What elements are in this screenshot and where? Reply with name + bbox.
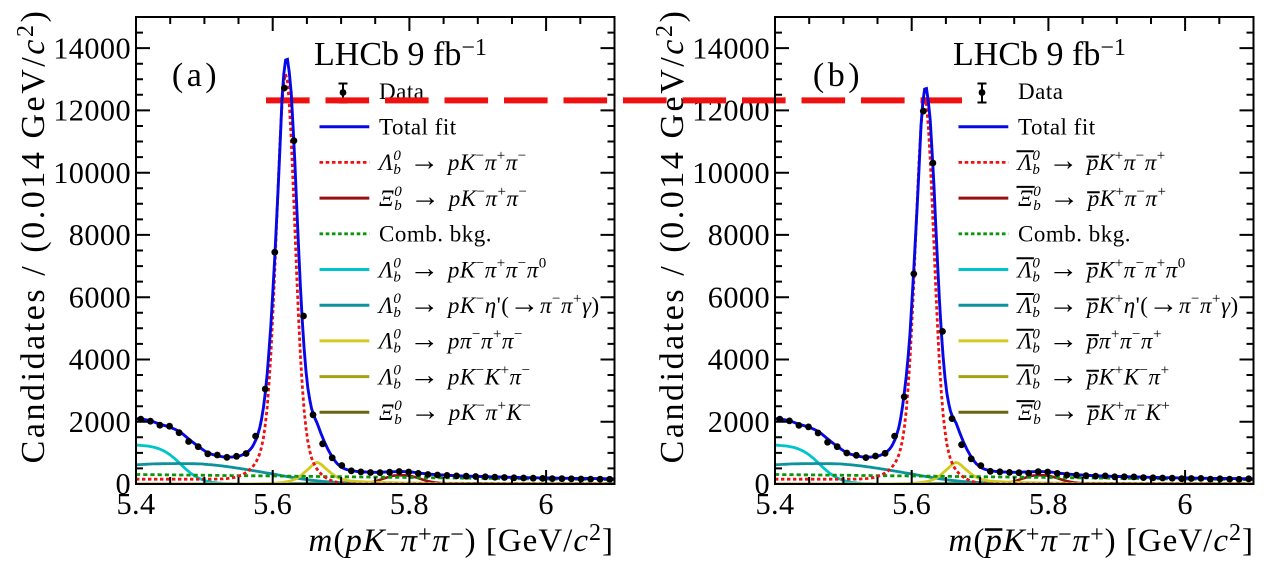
svg-text:Total fit: Total fit [379, 115, 457, 140]
svg-text:14000: 14000 [53, 31, 131, 65]
svg-text:LHCb 9 fb−1: LHCb 9 fb−1 [953, 35, 1126, 73]
svg-text:Ξ0b​ → pK+π−K+​: Ξ0b​ → pK+π−K+​ [1018, 394, 1170, 428]
svg-text:6000: 6000 [69, 280, 131, 314]
svg-text:5.4: 5.4 [116, 487, 155, 521]
svg-text:Ξ0b​ → pK−π+π−​: Ξ0b​ → pK−π+π−​ [379, 180, 528, 214]
svg-text:m(pK−π+π−) [GeV/c2]: m(pK−π+π−) [GeV/c2] [309, 520, 614, 559]
svg-text:2000: 2000 [708, 405, 770, 439]
svg-text:Candidates / (0.014 GeV/c2): Candidates / (0.014 GeV/c2) [13, 9, 52, 464]
svg-text:Candidates / (0.014 GeV/c2): Candidates / (0.014 GeV/c2) [652, 9, 691, 464]
svg-text:Λ0b​ → pK+π−π+​: Λ0b​ → pK+π−π+​ [1016, 144, 1166, 178]
svg-text:Λ0b​ → pK−π+π−π0​: Λ0b​ → pK−π+π−π0​ [377, 251, 547, 285]
svg-text:Ξ0b​ → pK−π+K−​: Ξ0b​ → pK−π+K−​ [379, 394, 531, 428]
svg-text:4000: 4000 [69, 343, 131, 377]
svg-text:4000: 4000 [708, 343, 770, 377]
svg-text:5.4: 5.4 [755, 487, 794, 521]
svg-text:Λ0b​ → pπ−π+π−​: Λ0b​ → pπ−π+π−​ [377, 323, 523, 357]
svg-text:6: 6 [1177, 487, 1193, 521]
svg-text:10000: 10000 [692, 156, 770, 190]
svg-text:8000: 8000 [708, 218, 770, 252]
svg-text:Total fit: Total fit [1018, 115, 1096, 140]
svg-text:2000: 2000 [69, 405, 131, 439]
svg-text:Λ0b​ → pπ+π−π+​: Λ0b​ → pπ+π−π+​ [1016, 323, 1162, 357]
svg-text:(b): (b) [813, 57, 863, 94]
svg-text:Ξ0b​ → pK+π−π+​: Ξ0b​ → pK+π−π+​ [1018, 180, 1167, 214]
svg-text:6000: 6000 [708, 280, 770, 314]
svg-text:Comb. bkg.: Comb. bkg. [379, 222, 492, 247]
svg-text:Λ0b​ → pK+K−π+​: Λ0b​ → pK+K−π+​ [1016, 358, 1170, 392]
svg-text:Λ0b​ → pK+η'(→π−π+γ): Λ0b​ → pK+η'(→π−π+γ) [1016, 287, 1239, 321]
svg-text:m(pK+π−π+) [GeV/c2]: m(pK+π−π+) [GeV/c2] [949, 520, 1254, 559]
svg-text:LHCb 9 fb−1: LHCb 9 fb−1 [314, 35, 487, 73]
svg-text:12000: 12000 [53, 94, 131, 128]
svg-text:Data: Data [1018, 79, 1063, 104]
svg-text:0: 0 [754, 467, 770, 501]
svg-text:5.6: 5.6 [253, 487, 292, 521]
svg-text:5.8: 5.8 [390, 487, 429, 521]
svg-text:10000: 10000 [53, 156, 131, 190]
svg-text:8000: 8000 [69, 218, 131, 252]
svg-text:0: 0 [115, 467, 131, 501]
svg-text:14000: 14000 [692, 31, 770, 65]
svg-text:5.8: 5.8 [1029, 487, 1068, 521]
svg-text:6: 6 [538, 487, 554, 521]
svg-text:Λ0b​ → pK−π+π−​: Λ0b​ → pK−π+π−​ [377, 144, 527, 178]
svg-text:Λ0b​ → pK+π−π+π0​: Λ0b​ → pK+π−π+π0​ [1016, 251, 1186, 285]
svg-text:(a): (a) [172, 57, 220, 94]
svg-text:5.6: 5.6 [892, 487, 931, 521]
svg-text:Λ0b​ → pK−η'(→π−π+γ): Λ0b​ → pK−η'(→π−π+γ) [377, 287, 600, 321]
svg-text:Λ0b​ → pK−K+π−​: Λ0b​ → pK−K+π−​ [377, 358, 531, 392]
svg-text:Comb. bkg.: Comb. bkg. [1018, 222, 1131, 247]
